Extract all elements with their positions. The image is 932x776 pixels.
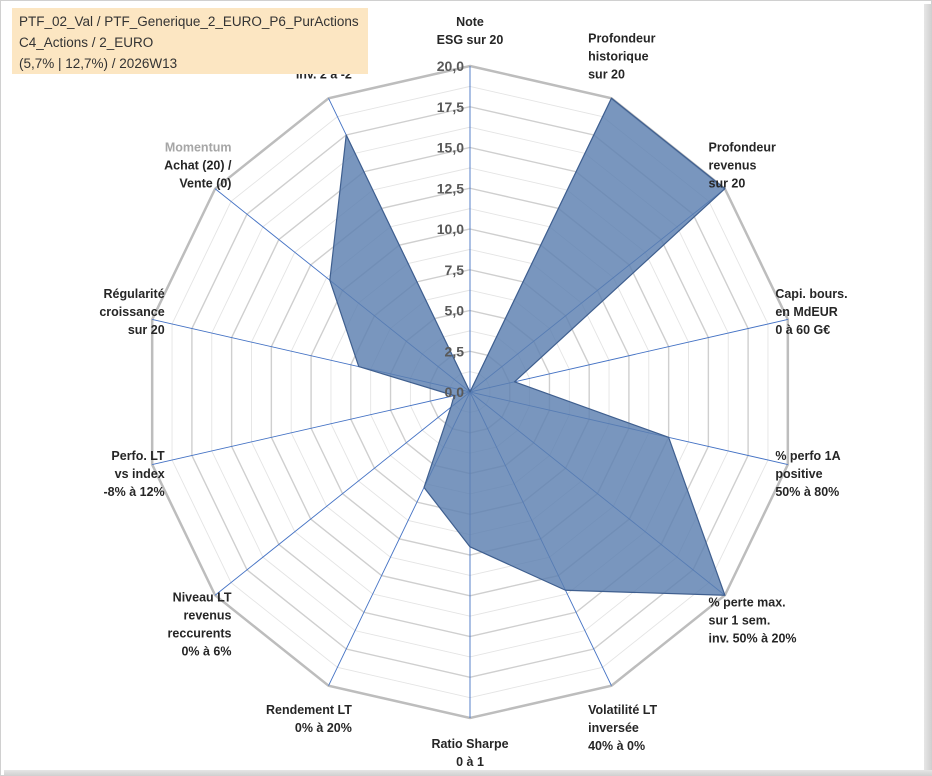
radial-tick-labels: 0,0 2,5 5,0 7,5 10,0 12,5 15,0 17,5 20,0 — [437, 58, 464, 400]
axis-label: Capi. bours. en MdEUR 0 à 60 G€ — [775, 287, 847, 337]
axis-label-line: historique — [588, 49, 648, 63]
tick-label: 2,5 — [445, 343, 465, 359]
axis-label-line: vs index — [115, 467, 165, 481]
axis-label-line: positive — [775, 467, 822, 481]
axis-label-line: 0% à 6% — [181, 644, 231, 658]
tick-label: 15,0 — [437, 140, 464, 156]
axis-label-line: sur 1 sem. — [709, 614, 771, 628]
axis-label: Ratio Sharpe 0 à 1 — [431, 737, 508, 769]
axis-label-line: -8% à 12% — [104, 485, 165, 499]
axis-label-line: sur 20 — [128, 323, 165, 337]
axis-label: Momentum Achat (20) / Vente (0) — [164, 141, 232, 191]
axis-spoke — [152, 391, 471, 465]
axis-label-line: 0 à 1 — [456, 755, 484, 769]
axis-spoke — [214, 391, 471, 596]
axis-label-line: % perfo 1A — [775, 449, 840, 463]
axis-label: Niveau LT revenus reccurents 0% à 6% — [168, 590, 232, 658]
axis-label-line: Volatilité LT — [588, 703, 657, 717]
axis-label-line: Profondeur — [709, 141, 776, 155]
axis-label-line: 50% à 80% — [775, 485, 839, 499]
axis-label: Rendement LT 0% à 20% — [266, 703, 352, 735]
axis-label-line: 0% à 20% — [295, 721, 352, 735]
axis-label: % perfo 1A positive 50% à 80% — [775, 449, 840, 499]
tick-label: 7,5 — [445, 262, 465, 278]
axis-label-line: croissance — [99, 305, 164, 319]
frame-shadow-right — [924, 4, 932, 776]
axis-label-line: Ratio Sharpe — [431, 737, 508, 751]
axis-label-line: Note — [456, 15, 484, 29]
portfolio-info-box: PTF_02_Val / PTF_Generique_2_EURO_P6_Pur… — [12, 8, 368, 74]
axis-label: % perte max. sur 1 sem. inv. 50% à 20% — [709, 596, 797, 646]
performance-week: (5,7% | 12,7%) / 2026W13 — [19, 56, 178, 71]
axis-label-line: revenus — [709, 159, 757, 173]
axis-label-line: Capi. bours. — [775, 287, 847, 301]
tick-label: 20,0 — [437, 58, 464, 74]
axis-label-line: inv. 50% à 20% — [709, 632, 797, 646]
series-area — [329, 97, 726, 596]
axis-label-line: Profondeur — [588, 31, 655, 45]
axis-label-line: inversée — [588, 721, 639, 735]
axis-label: Note ESG sur 20 — [437, 15, 504, 47]
axis-label-line: 0 à 60 G€ — [775, 323, 830, 337]
axis-label-line: Régularité — [104, 287, 165, 301]
tick-label: 12,5 — [437, 180, 464, 196]
axis-label-line: Niveau LT — [173, 590, 232, 604]
tick-label: 10,0 — [437, 221, 464, 237]
frame-shadow-bottom — [4, 770, 932, 776]
asset-class: C4_Actions / 2_EURO — [19, 35, 154, 50]
axis-label: Volatilité LT inversée 40% à 0% — [588, 703, 657, 753]
axis-label-line: Momentum — [165, 141, 232, 155]
axis-label-line: ESG sur 20 — [437, 33, 504, 47]
axis-label: Profondeur historique sur 20 — [588, 31, 655, 81]
axis-label-line: Vente (0) — [179, 177, 231, 191]
tick-label: 0,0 — [445, 384, 465, 400]
tick-label: 5,0 — [445, 303, 465, 319]
radar-series — [329, 97, 726, 596]
axis-label-line: en MdEUR — [775, 305, 838, 319]
axis-label-line: reccurents — [168, 626, 232, 640]
portfolio-name: PTF_02_Val / PTF_Generique_2_EURO_P6_Pur… — [19, 14, 359, 29]
axis-label-line: % perte max. — [709, 596, 786, 610]
axis-spoke — [469, 319, 788, 393]
axis-label-line: 40% à 0% — [588, 739, 645, 753]
axis-label: Profondeur revenus sur 20 — [709, 141, 776, 191]
axis-label-line: revenus — [184, 608, 232, 622]
axis-label-line: Achat (20) / — [164, 159, 232, 173]
axis-label-line: sur 20 — [588, 67, 625, 81]
axis-label-line: sur 20 — [709, 177, 746, 191]
axis-label-line: Rendement LT — [266, 703, 352, 717]
axis-label-line: Perfo. LT — [111, 449, 165, 463]
tick-label: 17,5 — [437, 99, 464, 115]
axis-label: Régularité croissance sur 20 — [99, 287, 164, 337]
axis-label: Perfo. LT vs index -8% à 12% — [104, 449, 166, 499]
